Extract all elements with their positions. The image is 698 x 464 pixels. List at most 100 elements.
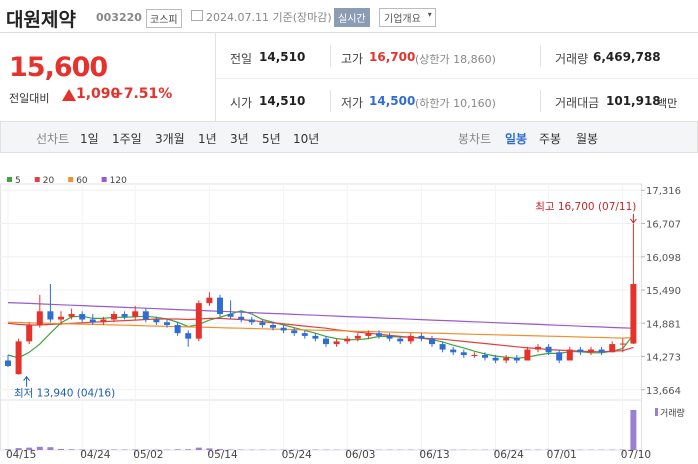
- period-tab[interactable]: 3년: [230, 132, 249, 146]
- volume-bar: [227, 449, 234, 450]
- stat-label: 시가: [230, 96, 253, 110]
- period-tab[interactable]: 1일: [80, 132, 99, 146]
- y-tick-label: 16,707: [646, 220, 681, 231]
- candle-body: [248, 319, 255, 323]
- candle-body: [291, 330, 298, 334]
- candle-body: [407, 335, 414, 342]
- market-badge: 코스피: [146, 9, 182, 28]
- stock-name: 대원제약: [6, 9, 76, 31]
- x-tick-label: 05/02: [133, 449, 163, 461]
- change-pct: +7.51%: [112, 86, 173, 102]
- candle-body: [492, 357, 499, 361]
- x-tick-label: 04/15: [6, 449, 36, 461]
- volume-bar: [26, 447, 33, 450]
- candle-body: [556, 352, 563, 361]
- stat-extra: (하한가 10,160): [415, 97, 496, 110]
- candle-body: [630, 283, 637, 344]
- high-arrow: [630, 213, 637, 224]
- candle-body: [206, 297, 213, 304]
- y-tick-label: 16,098: [646, 253, 681, 264]
- y-tick-label: 14,881: [646, 319, 681, 330]
- stat-value: 101,918: [606, 94, 661, 108]
- divider: [215, 33, 216, 121]
- divider: [330, 45, 331, 67]
- volume-bar: [217, 449, 223, 450]
- volume-label: 거래량: [660, 407, 685, 419]
- up-triangle: [62, 89, 76, 101]
- candle-tab[interactable]: 주봉: [539, 132, 562, 146]
- candle-body: [333, 341, 340, 345]
- period-tab[interactable]: 1주일: [112, 132, 142, 146]
- stat-label: 거래대금: [555, 96, 600, 110]
- volume-bar: [58, 449, 64, 450]
- candle-body: [121, 314, 128, 317]
- low-annotation: 최저 13,940 (04/16): [14, 388, 115, 400]
- candle-body: [365, 333, 372, 336]
- candle-body: [174, 324, 181, 334]
- candle-body: [280, 327, 287, 331]
- candle-body: [58, 316, 64, 320]
- calendar-icon: [191, 10, 203, 21]
- volume-swatch: [655, 408, 658, 416]
- candle-body: [312, 335, 319, 339]
- period-tab[interactable]: 1년: [198, 132, 217, 146]
- candle-body: [598, 349, 605, 353]
- candle-tab[interactable]: 일봉: [505, 132, 528, 146]
- chart: 13,664 14,273 14,881 15,490 16,098 16,707 17,3…: [0, 176, 685, 461]
- candle-body: [609, 344, 616, 353]
- volume-bar: [36, 446, 43, 450]
- candle-body: [545, 346, 552, 353]
- price: 15,600: [9, 52, 108, 83]
- volume-bar: [185, 449, 192, 450]
- y-tick-label: 13,664: [646, 386, 681, 397]
- candle-body: [47, 311, 54, 320]
- date: 2024.07.11 기준(장마감): [206, 11, 332, 24]
- period-tab[interactable]: 10년: [293, 132, 320, 146]
- candle-body: [566, 349, 573, 361]
- stat-value: 16,700: [369, 50, 416, 64]
- volume-bar: [195, 447, 202, 450]
- candle-tab[interactable]: 월봉: [576, 132, 599, 146]
- candle-body: [270, 324, 276, 328]
- moving-average: [7, 302, 634, 329]
- stat-value: 14,500: [369, 94, 416, 108]
- candle-body: [100, 319, 107, 323]
- legend-label: 5: [15, 176, 21, 186]
- candle-body: [111, 314, 117, 320]
- legend-label: 60: [76, 176, 88, 186]
- candle-body: [5, 360, 11, 366]
- candle-body: [164, 322, 170, 325]
- x-tick-label: 06/24: [494, 449, 525, 461]
- period-tab[interactable]: 5년: [262, 132, 281, 146]
- volume-bar: [630, 410, 637, 450]
- change-label: 전일대비: [9, 92, 50, 105]
- candle-body: [535, 346, 541, 350]
- overview-label: 기업개요: [384, 14, 421, 25]
- overview-button[interactable]: 기업개요 ▾: [379, 8, 436, 27]
- stat-value: 6,469,788: [593, 50, 661, 64]
- legend-swatch: [101, 177, 107, 182]
- plot-frame: [0, 183, 642, 451]
- candle-body: [588, 349, 594, 353]
- candle-body: [301, 333, 308, 336]
- period-tab[interactable]: 3개월: [155, 132, 185, 146]
- candle-body: [471, 355, 478, 357]
- realtime-button[interactable]: 실시간: [334, 8, 370, 27]
- candle-body: [503, 357, 510, 361]
- candle-body: [619, 343, 626, 345]
- candle-body: [513, 357, 520, 361]
- low-arrow: [23, 375, 30, 387]
- volume-bar: [5, 449, 11, 450]
- stat-value: 14,510: [259, 94, 306, 108]
- stat-label: 거래량: [555, 52, 589, 66]
- stock-code: 003220: [96, 11, 142, 24]
- y-tick-label: 14,273: [646, 352, 681, 363]
- divider: [216, 78, 698, 79]
- legend-swatch: [68, 177, 74, 182]
- moving-average: [7, 310, 634, 359]
- candle-body: [439, 344, 446, 350]
- stat-extra: (상한가 18,860): [415, 53, 496, 66]
- stat-label: 전일: [230, 52, 253, 66]
- candle-body: [217, 297, 223, 315]
